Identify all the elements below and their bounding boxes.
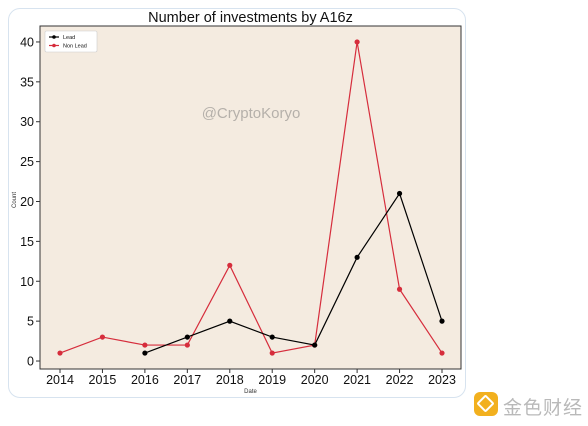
y-tick-label: 25 [20,155,34,169]
chart-title: Number of investments by A16z [148,10,353,26]
data-point-non-lead [99,334,106,340]
x-tick-label: 2022 [386,373,414,387]
watermark-text: 金色财经 [503,397,584,419]
y-tick-label: 0 [27,355,34,369]
x-tick-label: 2014 [46,373,74,387]
data-point-non-lead [354,39,360,45]
data-point-lead [227,318,233,324]
series-line-lead [144,192,443,354]
y-tick-label: 35 [20,75,34,89]
data-point-non-lead [184,342,190,348]
data-point-lead [184,334,190,340]
x-tick-label: 2020 [301,373,329,387]
data-point-non-lead [439,350,445,356]
data-point-lead [142,350,148,356]
x-tick-label: 2016 [131,373,159,387]
data-point-lead [312,342,318,348]
data-point-lead [396,190,403,197]
y-tick-label: 5 [27,315,34,329]
data-point-non-lead [227,262,233,268]
data-point-lead [439,318,445,324]
x-tick-label: 2017 [173,373,201,387]
jinse-logo-icon [474,392,498,416]
y-tick-label: 15 [20,235,34,249]
plot-area [39,25,462,370]
y-tick-label: 10 [20,275,34,289]
x-tick-label: 2019 [258,373,286,387]
x-tick-label: 2023 [428,373,456,387]
y-axis-label: Count [12,192,18,208]
legend-label-non-lead: Non Lead [63,44,87,50]
legend-marker-lead [52,35,56,39]
watermark-annotation: @CryptoKoryo [202,105,301,122]
y-tick-label: 30 [20,115,34,129]
data-point-non-lead [269,350,275,356]
x-tick-label: 2018 [216,373,244,387]
data-point-non-lead [396,286,403,292]
x-axis-label: Date [244,389,257,395]
y-tick-label: 20 [20,195,34,209]
series-line-non-lead [59,41,443,354]
legend-label-lead: Lead [63,35,75,41]
data-point-non-lead [57,350,63,356]
data-point-lead [269,334,275,340]
legend-box [44,30,98,53]
y-tick-label: 40 [20,35,34,49]
x-tick-label: 2021 [343,373,371,387]
legend-marker-non-lead [52,43,56,48]
data-point-lead [354,254,360,260]
x-tick-label: 2015 [89,373,117,387]
data-point-non-lead [142,342,148,348]
